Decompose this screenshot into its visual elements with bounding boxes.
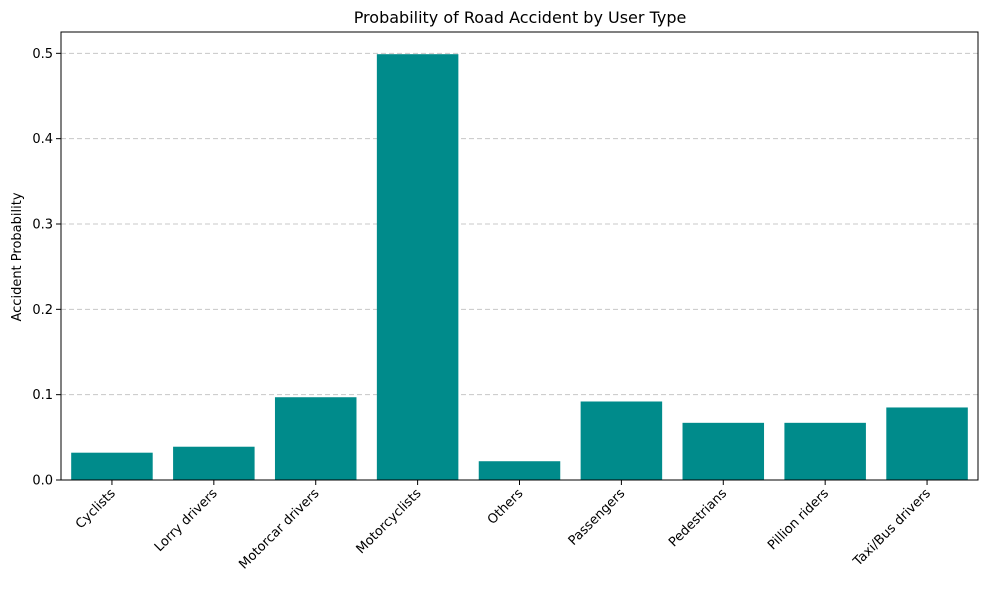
x-tick-label: Cyclists <box>73 486 119 532</box>
x-tick-label: Taxi/Bus drivers <box>850 486 934 570</box>
x-tick-label: Lorry drivers <box>152 486 221 555</box>
y-tick-label: 0.0 <box>32 474 53 489</box>
bar <box>478 461 561 480</box>
bar <box>173 446 255 480</box>
y-ticks: 0.0 0.1 0.2 0.3 0.4 0.5 <box>32 47 61 489</box>
x-tick-label: Motorcyclists <box>354 486 425 557</box>
x-tick-label: Pillion riders <box>765 486 832 553</box>
gridlines <box>61 52 978 396</box>
y-tick-label: 0.1 <box>32 388 53 403</box>
bar <box>274 397 357 480</box>
plot-frame <box>60 31 979 481</box>
bar <box>376 54 459 480</box>
y-axis-label: Accident Probability <box>10 192 25 321</box>
bar <box>886 407 968 480</box>
y-tick-label: 0.2 <box>32 303 53 318</box>
bars <box>71 54 968 480</box>
x-tick-label: Pedestrians <box>666 486 730 550</box>
x-tick-label: Passengers <box>566 486 629 549</box>
bar <box>784 422 866 480</box>
y-tick-label: 0.5 <box>32 47 53 62</box>
bar <box>71 452 153 480</box>
chart-title: Probability of Road Accident by User Typ… <box>354 8 687 27</box>
y-tick-label: 0.4 <box>32 132 53 147</box>
x-tick-label: Others <box>485 486 527 528</box>
axes <box>60 31 979 481</box>
x-tick-label: Motorcar drivers <box>236 486 322 572</box>
x-ticks: Cyclists Lorry drivers Motorcar drivers Mot… <box>73 480 934 572</box>
y-tick-label: 0.3 <box>32 218 53 233</box>
bar <box>580 401 663 480</box>
bar <box>682 422 765 480</box>
